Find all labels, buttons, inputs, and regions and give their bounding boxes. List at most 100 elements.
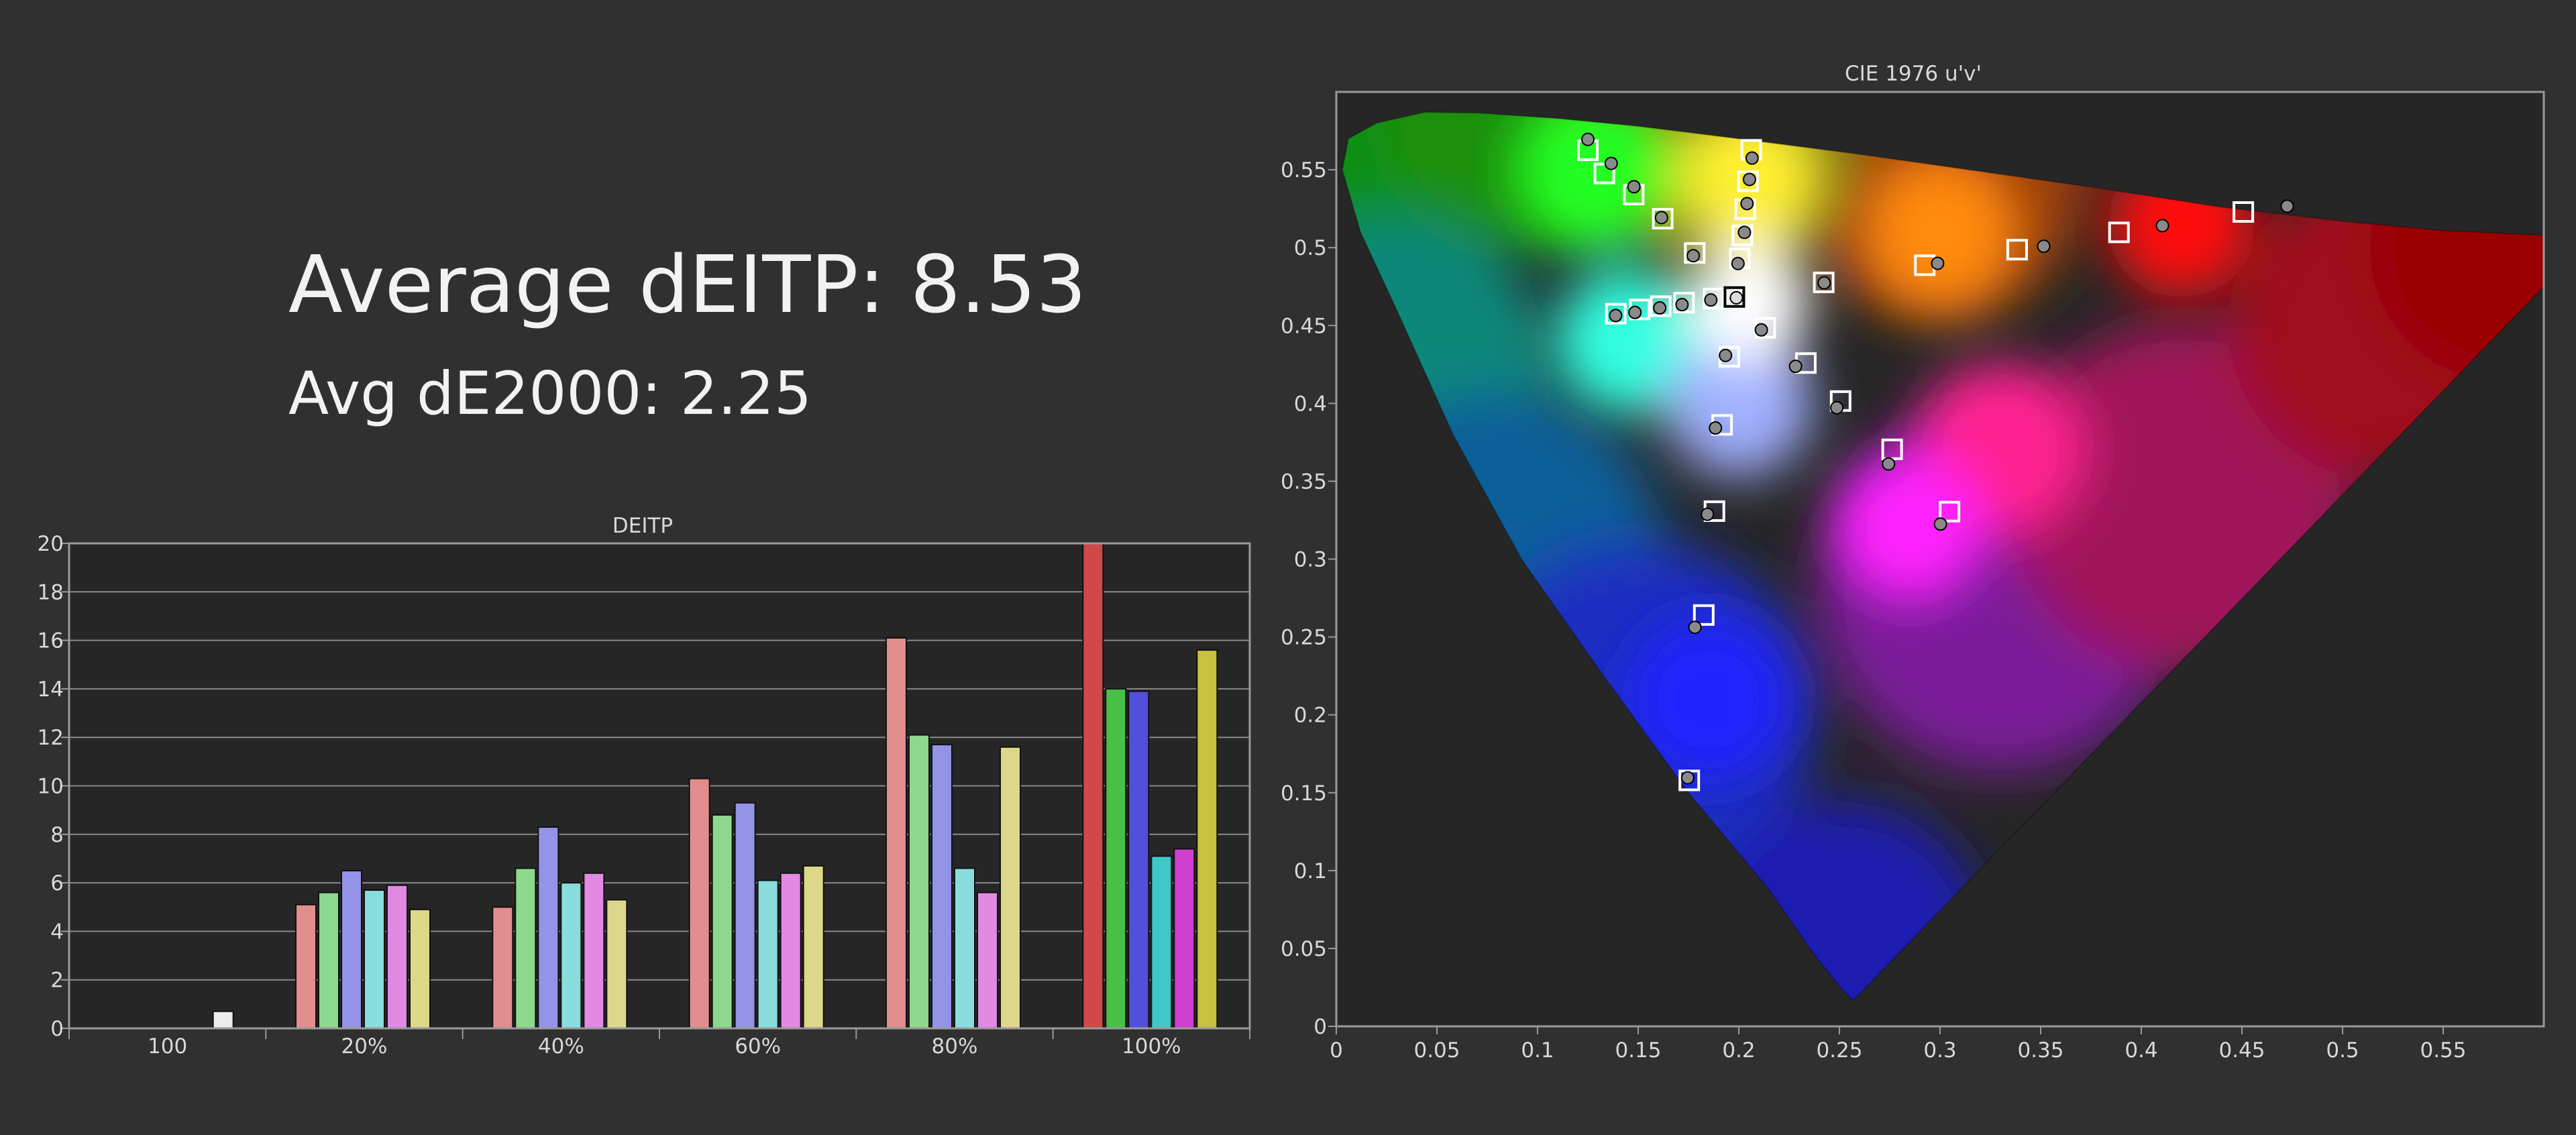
deitp-bar: [908, 734, 930, 1029]
cie-target-point: [1703, 288, 1725, 310]
cie-measured-point: [2155, 219, 2169, 233]
cie-target-point: [1652, 207, 1674, 229]
cie-y-tick-label: 0.3: [1294, 548, 1327, 572]
cie-x-tick-label: 0.5: [2326, 1038, 2359, 1063]
cie-measured-point: [1742, 172, 1756, 186]
cie-x-tick-label: 0.45: [2218, 1038, 2265, 1063]
cie-target-point: [1678, 769, 1701, 792]
cie-y-tick-label: 0.05: [1281, 937, 1327, 961]
cie-measured-point: [1701, 507, 1715, 521]
cie-measured-point: [1675, 298, 1689, 312]
deitp-bar: [212, 1010, 234, 1029]
cie-measured-point: [2280, 199, 2294, 213]
cie-measured-point: [1817, 276, 1831, 290]
cie-y-tick-label: 0.25: [1281, 626, 1327, 650]
deitp-bar: [318, 891, 339, 1030]
cie-spectral-locus: [1341, 111, 2544, 1002]
deitp-bar: [977, 891, 998, 1030]
cie-x-tick-label: 0.25: [1816, 1038, 1862, 1063]
cie-target-point: [2233, 201, 2255, 223]
deitp-y-tick-label: 18: [38, 580, 64, 604]
cie-target-point: [1684, 242, 1706, 264]
deitp-bar: [537, 826, 559, 1029]
cie-measured-point: [1653, 301, 1667, 315]
cie-y-tick-label: 0.1: [1294, 859, 1327, 883]
deitp-x-tick-label: 100: [148, 1034, 187, 1059]
cie-measured-point: [1704, 293, 1718, 307]
deitp-bar: [583, 872, 605, 1030]
deitp-bar: [1000, 746, 1021, 1030]
cie-y-tick-label: 0.4: [1294, 392, 1327, 416]
cie-measured-point: [1628, 305, 1642, 319]
cie-target-point: [1693, 604, 1715, 626]
cie-target-point: [1813, 271, 1835, 293]
cie-target-point: [1605, 303, 1627, 325]
deitp-bar: [1196, 649, 1218, 1029]
cie-measured-white-point: [1729, 290, 1743, 305]
deitp-bar: [386, 884, 408, 1029]
average-deitp-label: Average dEITP: 8.53: [288, 238, 1087, 331]
deitp-bar: [364, 889, 385, 1029]
deitp-bar: [492, 906, 514, 1029]
cie-measured-point: [1686, 249, 1701, 263]
cie-measured-point: [1654, 211, 1668, 225]
cie-measured-point: [1788, 360, 1803, 374]
deitp-y-tick-label: 6: [50, 871, 64, 896]
cie-target-point: [1650, 295, 1672, 317]
deitp-y-tick-label: 20: [38, 532, 64, 556]
deitp-bar: [560, 882, 582, 1029]
cie-uv-chart: 0 0.05 0.1 0.15 0.2 0.25 0.3 0.35 0.4 0.45 0.5 0.55…: [1281, 62, 2545, 1063]
deitp-bar: [931, 744, 953, 1030]
cie-target-point: [1673, 292, 1695, 314]
cie-y-tick-label: 0.15: [1281, 781, 1327, 806]
cie-y-tick-label: 0.55: [1281, 158, 1327, 182]
deitp-x-tick-label: 100%: [1122, 1034, 1181, 1059]
deitp-y-tick-label: 14: [38, 678, 64, 702]
cie-white-target-point: [1723, 286, 1746, 308]
deitp-bar: [734, 802, 756, 1030]
cie-measured-point: [1581, 132, 1595, 146]
deitp-bars: [212, 543, 1218, 1030]
deitp-y-axis: 0 2 4 6 8 10 12 14 16 18 20: [38, 532, 69, 1041]
cie-measured-point: [1609, 309, 1623, 323]
deitp-bar: [341, 870, 362, 1030]
deitp-bar: [515, 867, 537, 1030]
deitp-bar: [1105, 688, 1127, 1030]
deitp-y-tick-label: 16: [38, 629, 64, 653]
cie-measured-point: [1931, 256, 1945, 270]
cie-target-point: [1939, 500, 1961, 523]
cie-y-tick-label: 0.35: [1281, 470, 1327, 494]
deitp-bar: [1082, 543, 1104, 1029]
cie-measured-point: [1688, 620, 1702, 635]
deitp-x-tick-label: 20%: [341, 1034, 388, 1059]
deitp-bar: [954, 867, 975, 1030]
cie-x-tick-label: 0.15: [1615, 1038, 1661, 1063]
cie-measured-point: [1933, 517, 1947, 531]
cie-y-tick-label: 0: [1313, 1015, 1327, 1039]
deitp-bar-chart: 0 2 4 6 8 10 12 14 16 18 20 100 20% 40% 60% 80% 100% DE…: [38, 514, 1251, 1059]
deitp-bar: [1173, 848, 1195, 1029]
cie-measured-point: [1882, 457, 1896, 471]
cie-measured-point: [2037, 239, 2051, 254]
cie-measured-markers: [1581, 132, 2294, 785]
cie-chart-title: CIE 1976 u'v': [1845, 62, 1982, 86]
cie-y-tick-label: 0.45: [1281, 314, 1327, 338]
deitp-bar: [606, 899, 628, 1030]
cie-target-point: [2108, 221, 2130, 244]
cie-measured-point: [1731, 256, 1745, 270]
cie-target-point: [1593, 162, 1615, 184]
deitp-bar: [1128, 690, 1150, 1029]
deitp-bar: [780, 872, 802, 1030]
cie-measured-point: [1604, 156, 1618, 170]
cie-x-axis: 0 0.05 0.1 0.15 0.2 0.25 0.3 0.35 0.4 0.45 0.5 0.55: [1330, 1026, 2467, 1063]
cie-measured-point: [1719, 348, 1733, 362]
cie-measured-point: [1737, 225, 1752, 239]
deitp-x-tick-label: 60%: [735, 1034, 781, 1059]
deitp-bar: [802, 865, 824, 1030]
deitp-bar: [885, 637, 907, 1029]
cie-measured-point: [1680, 771, 1695, 785]
cie-x-tick-label: 0.35: [2017, 1038, 2063, 1063]
deitp-chart-title: DEITP: [612, 514, 673, 538]
deitp-gridlines: [69, 591, 1250, 981]
